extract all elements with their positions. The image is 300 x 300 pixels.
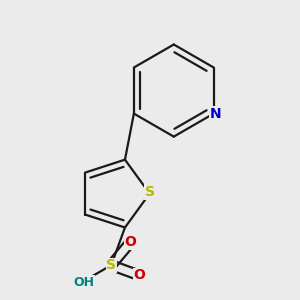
Text: OH: OH <box>74 276 95 289</box>
Text: S: S <box>145 185 154 199</box>
Text: N: N <box>209 106 221 121</box>
Text: O: O <box>124 236 136 249</box>
Text: S: S <box>106 258 116 272</box>
Text: O: O <box>133 268 145 282</box>
